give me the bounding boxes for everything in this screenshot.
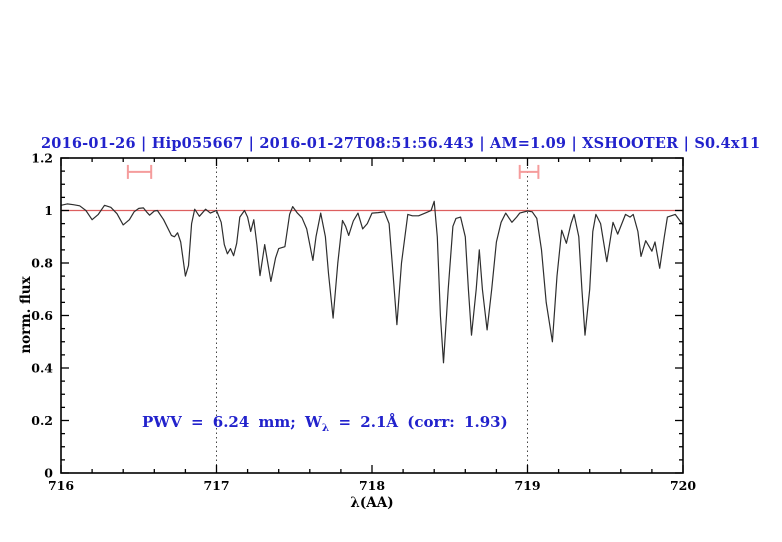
x-tick-label: 720 bbox=[670, 478, 696, 493]
y-tick-label: 0.2 bbox=[31, 413, 53, 428]
x-tick-label: 719 bbox=[514, 478, 540, 493]
x-tick-label: 717 bbox=[203, 478, 229, 493]
x-axis-label: λ(AA) bbox=[350, 495, 394, 511]
x-tick-label: 716 bbox=[48, 478, 74, 493]
pwv-annotation-post: = 2.1Å (corr: 1.93) bbox=[329, 413, 508, 431]
y-tick-label: 1.2 bbox=[31, 151, 53, 166]
pwv-annotation-pre: PWV = 6.24 mm; W bbox=[142, 413, 322, 431]
pwv-annotation: PWV = 6.24 mm; Wλ = 2.1Å (corr: 1.93) bbox=[142, 413, 508, 434]
x-tick-label: 718 bbox=[359, 478, 385, 493]
spectrum-line bbox=[60, 200, 684, 364]
y-tick-label: 0 bbox=[44, 466, 53, 481]
y-tick-label: 0.8 bbox=[31, 256, 53, 271]
pwv-annotation-sub: λ bbox=[321, 422, 330, 434]
y-tick-label: 0.6 bbox=[31, 308, 53, 323]
plot-title: 2016-01-26 | Hip055667 | 2016-01-27T08:5… bbox=[41, 135, 761, 152]
y-tick-label: 1 bbox=[44, 203, 53, 218]
y-tick-label: 0.4 bbox=[31, 361, 53, 376]
